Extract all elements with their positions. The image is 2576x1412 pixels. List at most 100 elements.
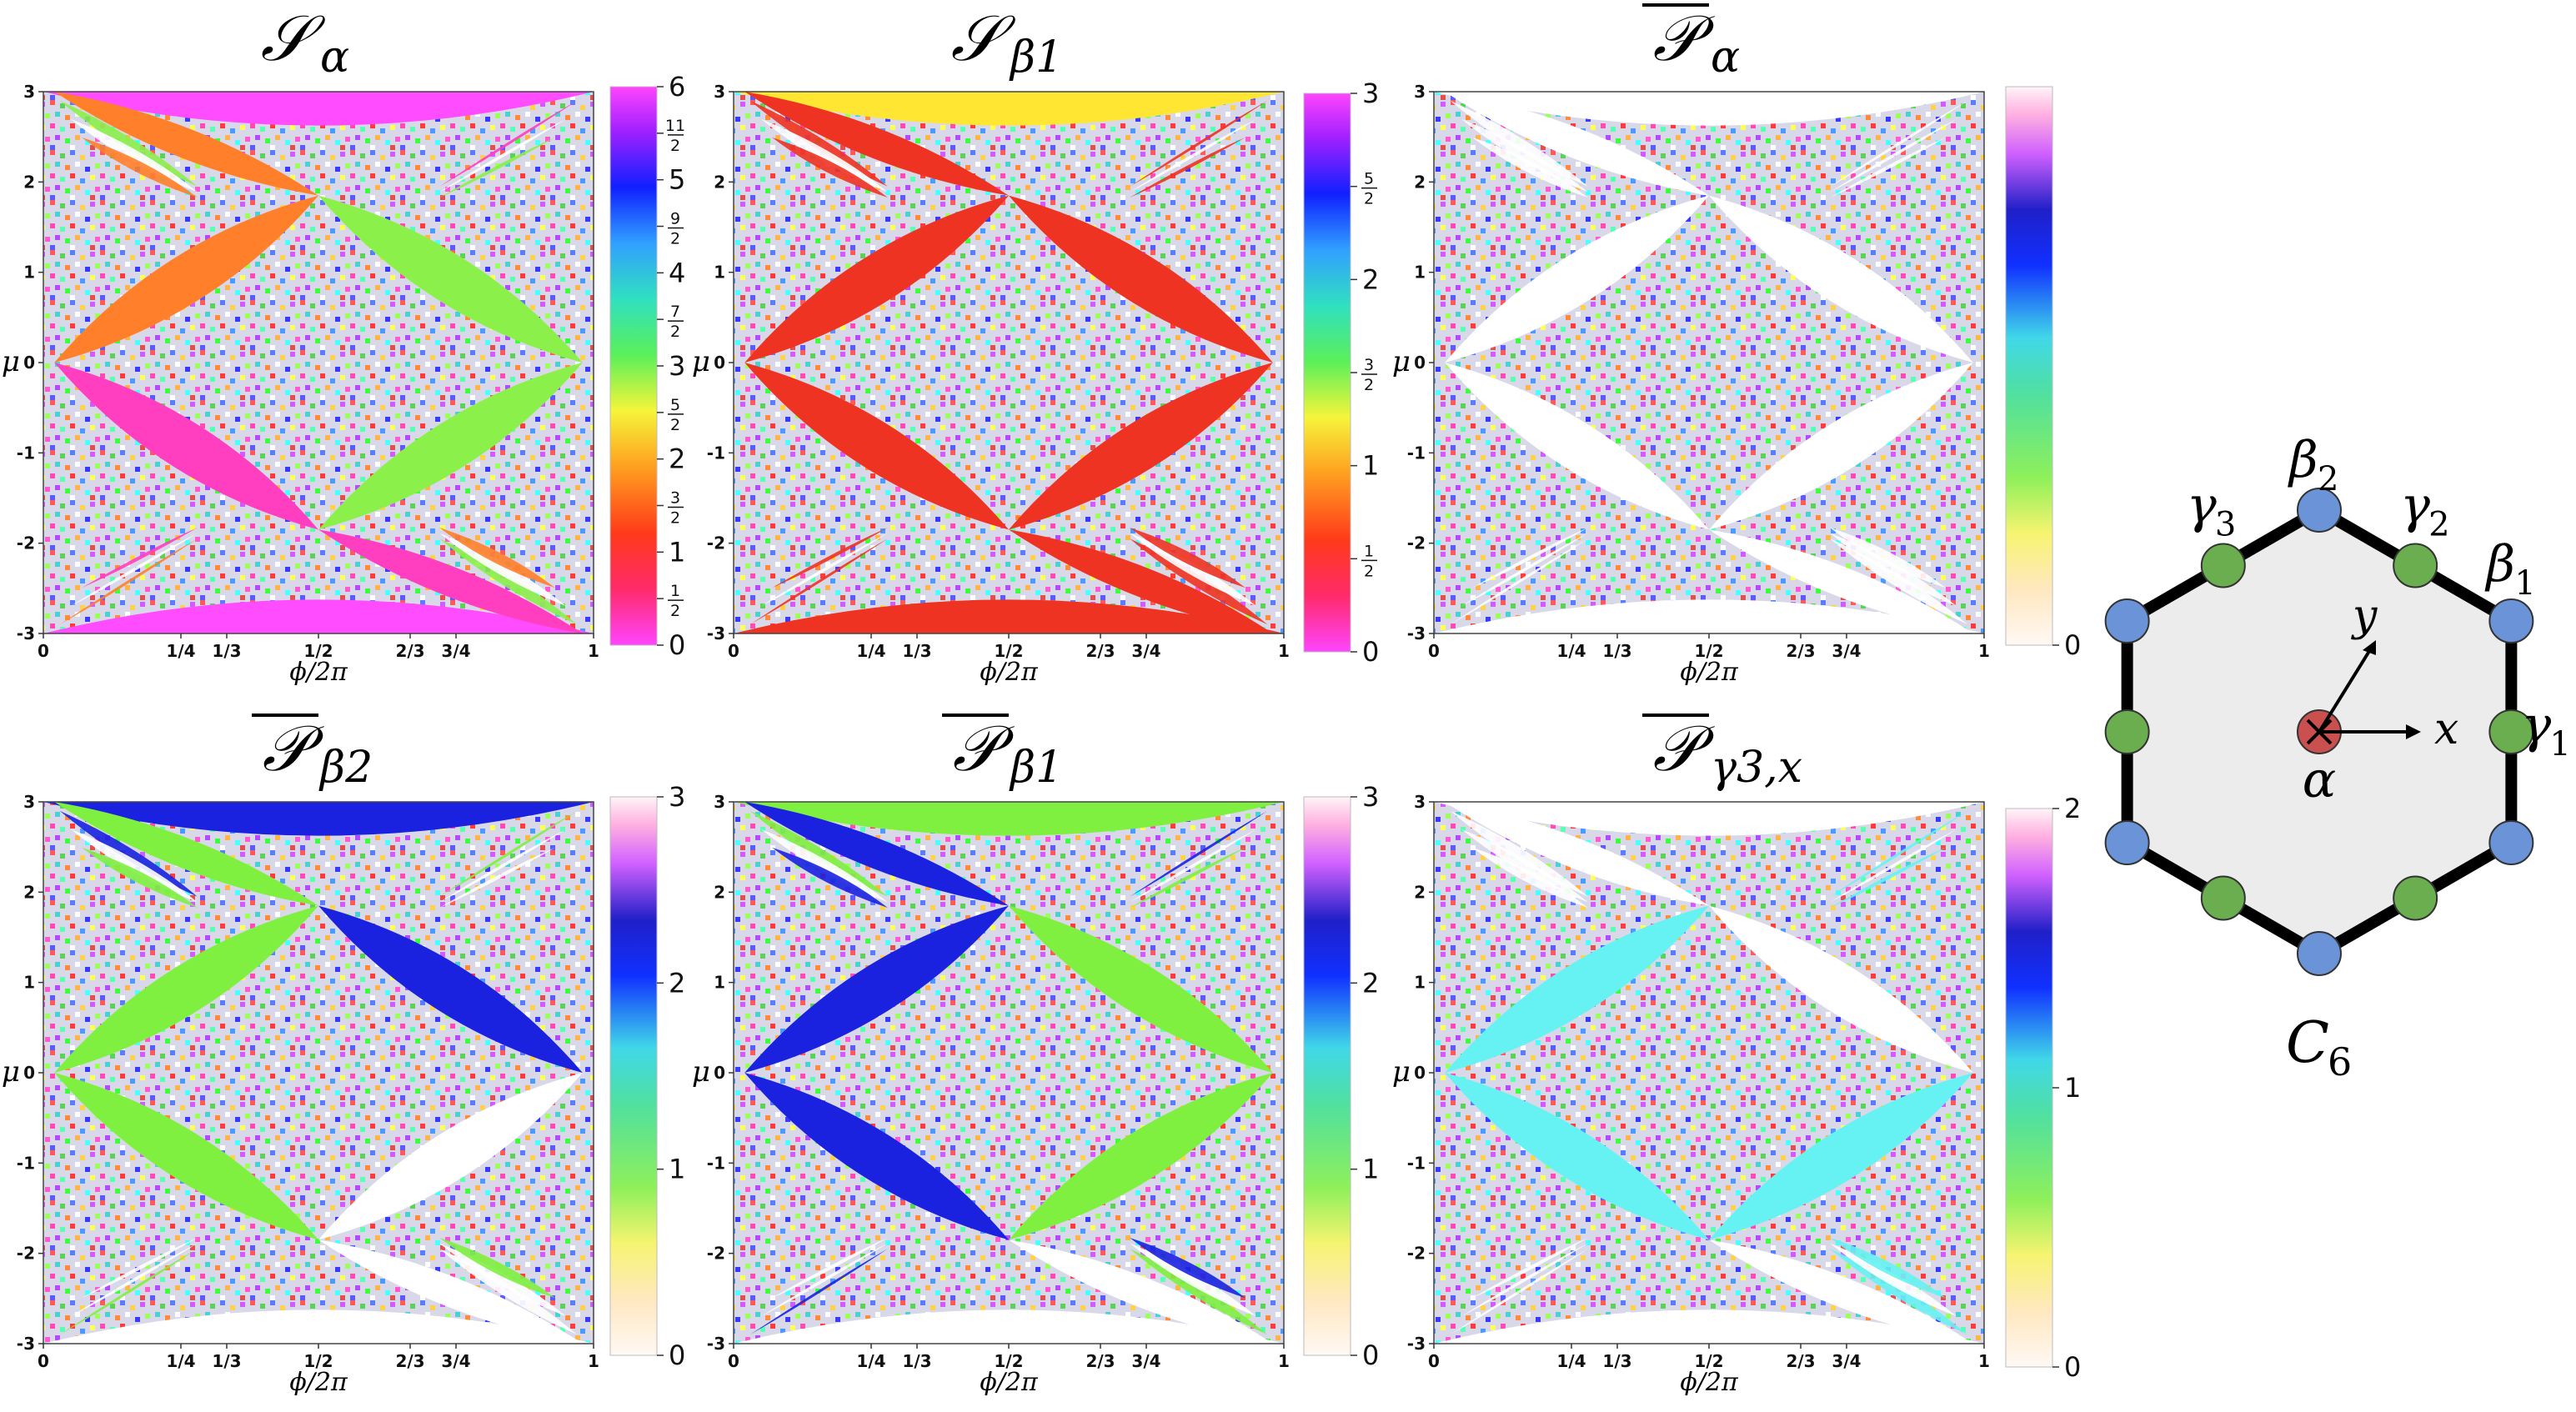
gamma-site bbox=[2393, 543, 2438, 588]
y-tick-label: -2 bbox=[1407, 1244, 1426, 1264]
colorbar-frac-denominator: 2 bbox=[1364, 562, 1374, 580]
x-tick-label: 0 bbox=[728, 1351, 739, 1371]
top-band bbox=[734, 92, 1284, 126]
x-tick-label: 1/3 bbox=[1602, 641, 1631, 661]
colorbar-tick-label: 0 bbox=[2064, 1351, 2081, 1383]
alpha-label: α bbox=[2303, 751, 2337, 809]
colorbar-frac-denominator: 2 bbox=[670, 323, 680, 341]
x-tick-label: 1/2 bbox=[303, 1351, 333, 1371]
y-axis-label: μ bbox=[2, 345, 20, 378]
beta-site bbox=[2104, 820, 2150, 865]
lobe-4 bbox=[318, 363, 583, 530]
feather bbox=[772, 847, 888, 908]
feather bbox=[71, 118, 198, 193]
y-tick-label: -1 bbox=[707, 1153, 725, 1173]
y-axis-label: μ bbox=[1392, 1055, 1411, 1089]
lobe-1 bbox=[744, 195, 1009, 363]
bottom-band bbox=[734, 1309, 1284, 1344]
feather bbox=[82, 1238, 198, 1299]
feather bbox=[1450, 538, 1588, 625]
colorbar-frac-denominator: 2 bbox=[1364, 376, 1374, 394]
x-tick-label: 1 bbox=[1278, 1351, 1290, 1371]
colorbar-tick-label: 2 bbox=[1362, 967, 1379, 999]
colorbar-tick-label: 2 bbox=[669, 443, 685, 475]
x-tick-label: 0 bbox=[1428, 1351, 1440, 1371]
y-arrow-head bbox=[2363, 640, 2376, 655]
feather bbox=[749, 1249, 888, 1335]
title-symbol: 𝒫 bbox=[263, 711, 325, 785]
colorbar-tick-label: 0 bbox=[669, 629, 685, 661]
heatmap-noise-background bbox=[43, 92, 594, 633]
y-tick-label: 2 bbox=[23, 172, 35, 192]
x-tick-label: 3/4 bbox=[1832, 1351, 1861, 1371]
x-axis-label: ϕ/2π bbox=[1680, 658, 1739, 687]
colorbar-tick-label: 5 bbox=[669, 164, 685, 196]
lobe-3 bbox=[1445, 1073, 1709, 1240]
lobe-3 bbox=[1445, 363, 1709, 530]
colorbar-frac-numerator: 1 bbox=[1364, 542, 1374, 560]
feather bbox=[761, 1243, 888, 1317]
x-tick-label: 1/4 bbox=[1556, 1351, 1586, 1371]
feather bbox=[761, 829, 888, 903]
lobe-5 bbox=[744, 92, 1009, 196]
lobe-5 bbox=[54, 802, 318, 906]
x-axis-label: ϕ/2π bbox=[980, 658, 1039, 687]
feather bbox=[439, 847, 555, 908]
colorbar-tick-label: 1 bbox=[669, 536, 685, 568]
y-tick-label: -3 bbox=[17, 1334, 35, 1354]
feather bbox=[71, 1243, 198, 1317]
colorbar-tick-label: 2 bbox=[669, 967, 685, 999]
feather bbox=[1830, 118, 1957, 193]
feather bbox=[59, 538, 198, 625]
title-subscript: γ3,x bbox=[1711, 743, 1802, 793]
feather bbox=[1830, 847, 1946, 908]
gamma2-label-symbol: γ bbox=[2400, 477, 2430, 535]
beta2-label-symbol: β bbox=[2288, 431, 2318, 489]
x-tick-label: 1/4 bbox=[166, 1351, 195, 1371]
x-tick-label: 2/3 bbox=[1786, 1351, 1815, 1371]
feather bbox=[439, 118, 566, 193]
gamma-site bbox=[2104, 709, 2150, 754]
colorbar-gradient bbox=[1303, 93, 1351, 653]
colorbar-tick-label: 1 bbox=[1362, 1154, 1379, 1185]
feather bbox=[1830, 137, 1946, 198]
feather bbox=[439, 528, 555, 588]
lobe-3 bbox=[744, 363, 1009, 530]
x-axis-label: ϕ/2π bbox=[1680, 1368, 1739, 1397]
feather bbox=[59, 810, 198, 897]
colorbar-frac-denominator: 2 bbox=[1364, 190, 1374, 208]
lobe-6 bbox=[1709, 529, 1973, 633]
x-axis-label: ϕ/2π bbox=[289, 658, 348, 687]
feather bbox=[439, 137, 555, 198]
lobe-6 bbox=[1709, 1239, 1973, 1344]
heatmap-noise-background bbox=[1434, 92, 1984, 633]
top-band bbox=[734, 802, 1284, 836]
y-tick-label: -3 bbox=[17, 623, 35, 643]
gamma2-label-subscript: 2 bbox=[2428, 506, 2449, 544]
x-tick-label: 1/3 bbox=[1602, 1351, 1631, 1371]
feather bbox=[772, 1238, 888, 1299]
y-tick-label: 0 bbox=[1414, 353, 1426, 373]
y-tick-label: 1 bbox=[23, 263, 35, 283]
gamma1-label: γ1 bbox=[2521, 696, 2570, 764]
y-axis-label: μ bbox=[692, 1055, 710, 1089]
colorbar-tick-label: 2 bbox=[1362, 263, 1379, 295]
gamma3-label: γ3 bbox=[2187, 477, 2236, 544]
feather bbox=[1461, 1243, 1588, 1317]
feather bbox=[1472, 1238, 1588, 1299]
x-tick-label: 0 bbox=[38, 1351, 49, 1371]
y-tick-label: 1 bbox=[1414, 973, 1426, 993]
y-tick-label: 3 bbox=[714, 82, 725, 102]
bottom-band bbox=[1434, 1309, 1984, 1344]
feather bbox=[1830, 100, 1968, 187]
lobe-3 bbox=[744, 1073, 1009, 1240]
feather bbox=[1830, 533, 1957, 607]
x-tick-label: 1 bbox=[1278, 641, 1290, 661]
y-tick-label: -1 bbox=[1407, 443, 1426, 463]
beta-site bbox=[2104, 598, 2150, 643]
